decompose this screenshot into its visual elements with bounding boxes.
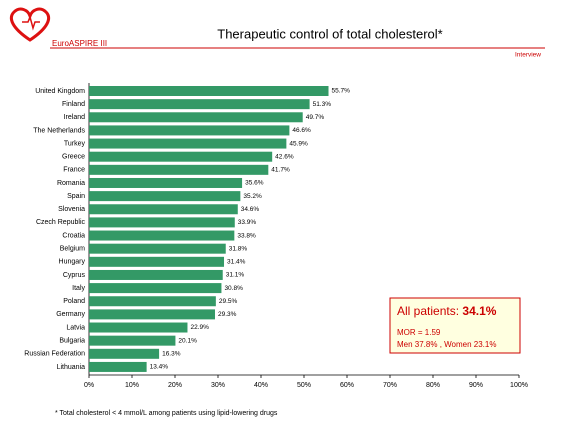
x-tick-label: 20% xyxy=(168,382,182,389)
value-label: 35.6% xyxy=(245,180,264,187)
y-tick-label: Greece xyxy=(62,154,85,161)
x-tick-label: 60% xyxy=(340,382,354,389)
y-tick-label: Belgium xyxy=(60,246,85,253)
y-tick-label: Slovenia xyxy=(58,206,85,213)
summary-headline: All patients: 34.1% xyxy=(397,304,497,318)
value-label: 31.8% xyxy=(229,245,248,252)
value-label: 49.7% xyxy=(306,114,325,121)
value-label: 42.6% xyxy=(275,153,294,160)
bar xyxy=(89,177,243,188)
bar xyxy=(89,361,147,372)
bar xyxy=(89,138,287,149)
value-label: 51.3% xyxy=(313,101,332,108)
y-tick-label: Russian Federation xyxy=(24,351,85,358)
bar xyxy=(89,204,238,215)
bar xyxy=(89,230,235,241)
bar xyxy=(89,322,188,333)
logo-heart xyxy=(9,7,51,42)
summary-label: All patients: xyxy=(397,304,459,318)
x-tick-label: 90% xyxy=(469,382,483,389)
bar xyxy=(89,256,225,267)
value-label: 31.4% xyxy=(227,259,246,266)
y-tick-label: France xyxy=(63,167,85,174)
value-label: 20.1% xyxy=(178,337,197,344)
bar xyxy=(89,191,241,202)
bar xyxy=(89,243,226,254)
y-tick-label: The Netherlands xyxy=(33,127,85,134)
bar xyxy=(89,125,290,136)
x-tick-label: 80% xyxy=(426,382,440,389)
y-tick-label: Poland xyxy=(63,298,85,305)
y-tick-label: Italy xyxy=(72,285,85,292)
bar xyxy=(89,283,222,294)
bar xyxy=(89,86,329,96)
summary-value: 34.1% xyxy=(462,304,496,318)
x-tick-label: 0% xyxy=(84,382,94,389)
x-tick-label: 50% xyxy=(297,382,311,389)
bar xyxy=(89,164,269,175)
value-label: 16.3% xyxy=(162,351,181,358)
y-tick-label: Lithuania xyxy=(57,364,86,371)
bar xyxy=(89,217,235,228)
logo-text: EuroASPIRE III xyxy=(52,39,107,48)
x-tick-label: 10% xyxy=(125,382,139,389)
bar xyxy=(89,151,273,162)
value-label: 33.9% xyxy=(238,219,257,226)
x-tick-label: 30% xyxy=(211,382,225,389)
y-tick-label: Latvia xyxy=(66,324,85,331)
bar xyxy=(89,296,216,307)
bar xyxy=(89,99,310,110)
y-tick-label: Germany xyxy=(56,311,85,318)
y-tick-label: Croatia xyxy=(62,232,85,239)
logo-pulse xyxy=(22,14,40,31)
y-tick-label: Bulgaria xyxy=(59,338,85,345)
summary-line: Men 37.8% , Women 23.1% xyxy=(397,340,496,349)
bar xyxy=(89,348,160,359)
header-tag: Interview xyxy=(515,52,541,59)
bar xyxy=(89,269,223,280)
y-tick-label: Romania xyxy=(57,180,85,187)
chart-title: Therapeutic control of total cholesterol… xyxy=(217,26,442,41)
x-tick-label: 100% xyxy=(510,382,528,389)
value-label: 13.4% xyxy=(150,364,169,371)
bar xyxy=(89,112,303,123)
y-tick-label: Finland xyxy=(62,101,85,108)
footnote: * Total cholesterol < 4 mmol/L among pat… xyxy=(55,410,278,417)
value-label: 29.3% xyxy=(218,311,237,318)
value-label: 33.8% xyxy=(237,232,256,239)
bar xyxy=(89,309,215,320)
value-label: 31.1% xyxy=(226,272,245,279)
summary-line: MOR = 1.59 xyxy=(397,328,441,337)
y-tick-label: Turkey xyxy=(64,140,86,147)
value-label: 34.6% xyxy=(241,206,260,213)
y-tick-label: Hungary xyxy=(59,259,86,266)
value-label: 30.8% xyxy=(224,285,243,292)
value-label: 35.2% xyxy=(243,193,262,200)
bar xyxy=(89,335,176,346)
logo xyxy=(9,7,51,42)
y-tick-label: United Kingdom xyxy=(35,88,85,95)
value-label: 46.6% xyxy=(292,127,311,134)
y-tick-label: Cyprus xyxy=(63,272,86,279)
value-label: 45.9% xyxy=(289,140,308,147)
x-tick-label: 40% xyxy=(254,382,268,389)
value-label: 55.7% xyxy=(332,88,351,95)
summary-box xyxy=(389,297,521,354)
value-label: 41.7% xyxy=(271,167,290,174)
y-tick-label: Ireland xyxy=(64,114,86,121)
value-label: 22.9% xyxy=(190,324,209,331)
y-tick-label: Czech Republic xyxy=(36,219,86,226)
y-tick-label: Spain xyxy=(67,193,85,200)
x-tick-label: 70% xyxy=(383,382,397,389)
value-label: 29.5% xyxy=(219,298,238,305)
